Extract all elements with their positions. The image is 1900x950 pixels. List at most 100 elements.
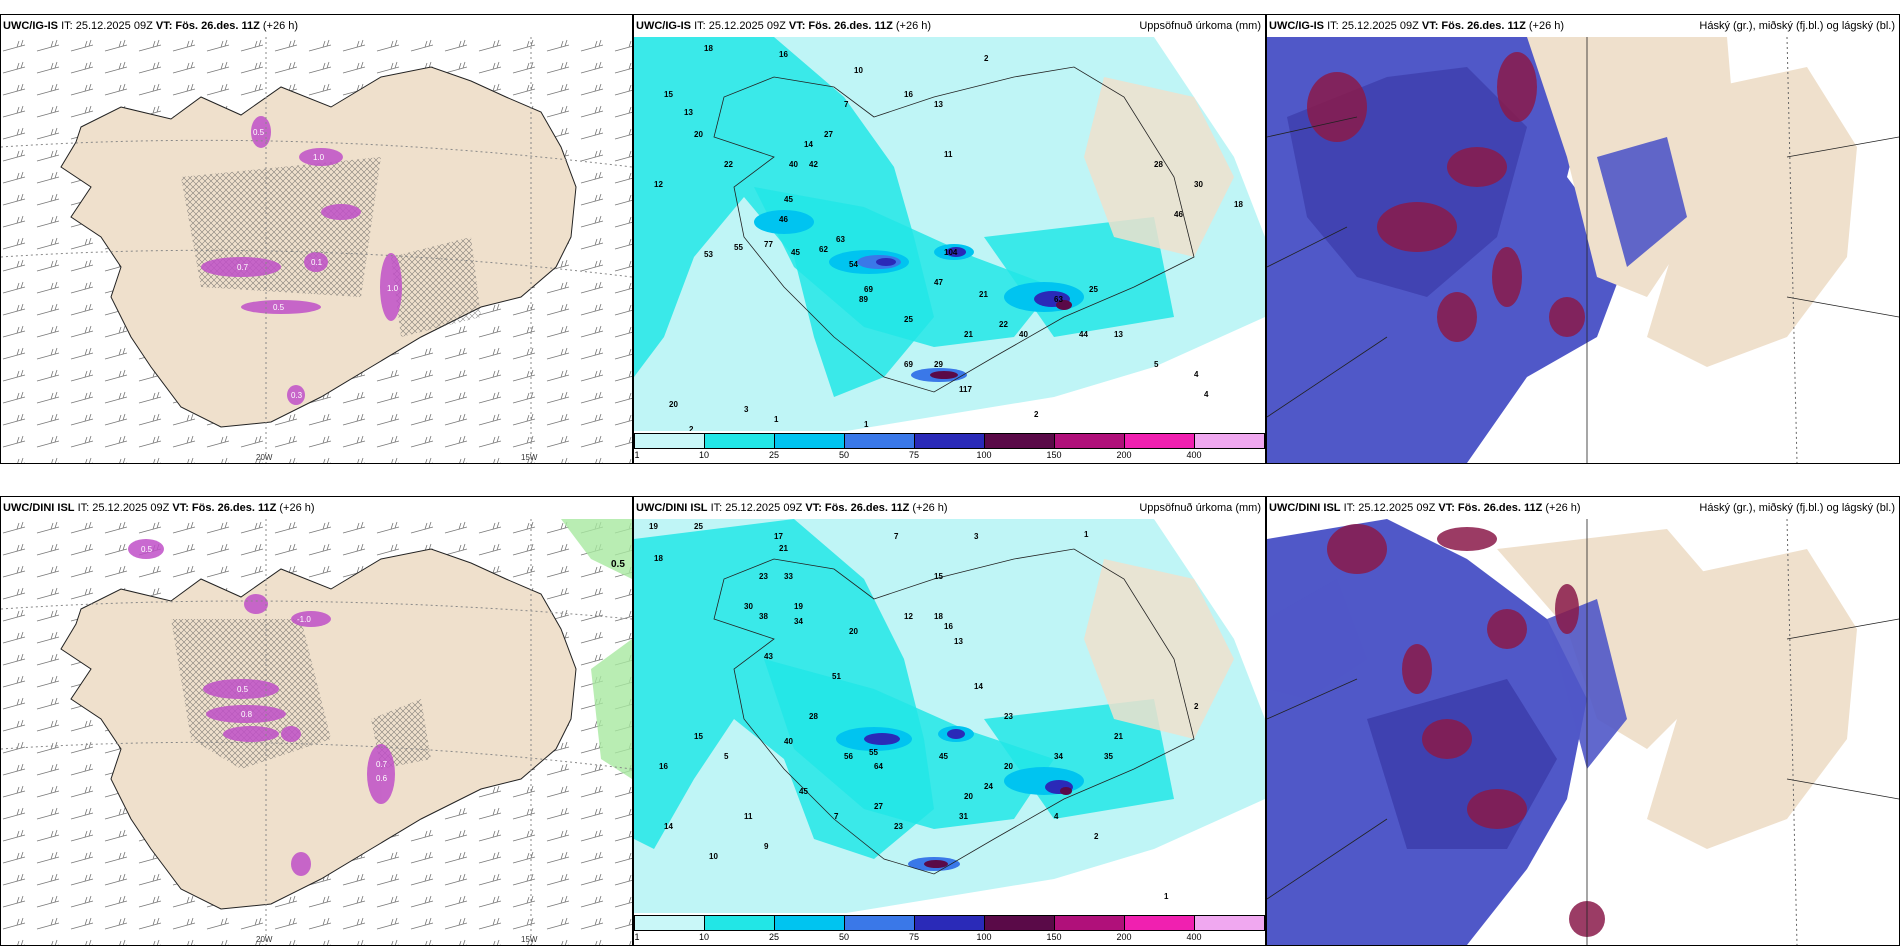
legend-swatch [914,433,985,449]
svg-text:104: 104 [944,248,958,257]
model-name: UWC/IG-IS [3,20,58,32]
svg-text:18: 18 [704,44,713,53]
legend-swatch [1194,433,1265,449]
legend-label: 75 [908,450,920,460]
legend-label: 50 [838,450,850,460]
precip-values: 19 25 17 21 7 3 1 18 23 30 33 19 38 34 4… [649,522,1199,901]
legend-swatch [1124,915,1195,931]
svg-text:64: 64 [874,762,883,771]
map-precipitation: 19 25 17 21 7 3 1 18 23 30 33 19 38 34 4… [634,519,1265,915]
svg-text:18: 18 [934,612,943,621]
graticule-lon [265,37,532,463]
legend-swatch [774,915,845,931]
cloud-low [1597,137,1687,267]
svg-text:13: 13 [684,108,693,117]
lead-time: (+26 h) [912,502,948,514]
svg-text:21: 21 [979,290,988,299]
svg-text:27: 27 [824,130,833,139]
legend-label: 1 [634,932,640,942]
svg-text:-1.0: -1.0 [297,615,311,624]
svg-text:12: 12 [904,612,913,621]
precip-legend: 1 10 25 50 75 100 150 200 400 [634,431,1265,463]
land [1647,67,1857,367]
svg-text:69: 69 [904,360,913,369]
svg-text:31: 31 [959,812,968,821]
svg-text:16: 16 [904,90,913,99]
svg-text:0.5: 0.5 [253,128,265,137]
svg-text:20: 20 [849,627,858,636]
valid-time: VT: Fös. 26.des. 11Z [788,20,893,32]
svg-text:13: 13 [934,100,943,109]
svg-text:11: 11 [744,812,753,821]
overlay-labels: 0.5 -1.0 0.5 0.8 0.7 0.6 [141,545,388,783]
init-time: IT: 25.12.2025 09Z [1343,502,1436,514]
lon-label-20w: 20W [256,453,273,462]
svg-text:63: 63 [836,235,845,244]
legend-swatch [634,915,705,931]
svg-text:25: 25 [904,315,913,324]
panel-header: UWC/DINI ISL IT: 25.12.2025 09Z VT: Fös.… [1,497,632,519]
svg-text:30: 30 [1194,180,1203,189]
svg-text:19: 19 [649,522,658,531]
svg-text:42: 42 [809,160,818,169]
map-canvas: 0.5 1.0 0.7 0.5 0.1 1.0 0.3 [1,37,632,463]
precip-heavy [754,210,1084,382]
lon-label-15w: 15W [521,453,538,462]
legend-swatch [914,915,985,931]
legend-swatch [704,915,775,931]
svg-text:0.5: 0.5 [237,685,249,694]
legend-swatch [634,433,705,449]
svg-text:7: 7 [834,812,839,821]
hatch-region [181,157,381,297]
svg-text:0.6: 0.6 [376,774,388,783]
legend-label: 1 [634,450,640,460]
model-name: UWC/DINI ISL [636,502,708,514]
init-time: IT: 25.12.2025 09Z [710,502,803,514]
svg-text:15: 15 [664,90,673,99]
legend-label: 100 [976,932,992,942]
svg-text:5: 5 [724,752,729,761]
legend-swatch [1194,915,1265,931]
svg-text:12: 12 [654,180,663,189]
svg-text:34: 34 [1054,752,1063,761]
legend-swatch [984,915,1055,931]
legend-label: 150 [1046,932,1062,942]
svg-text:7: 7 [894,532,899,541]
svg-text:22: 22 [999,320,1008,329]
legend-label: 200 [1116,932,1132,942]
svg-text:20: 20 [1004,762,1013,771]
valid-time: VT: Fös. 26.des. 11Z [172,502,277,514]
svg-text:40: 40 [1019,330,1028,339]
svg-text:25: 25 [1089,285,1098,294]
field-title: Uppsöfnuð úrkoma (mm) [1139,502,1261,514]
map-canvas: 18 16 10 2 15 13 20 12 22 14 7 16 13 11 … [634,37,1265,433]
precip-10 [984,699,1174,819]
precip-legend: 1 10 25 50 75 100 150 200 400 [634,913,1265,945]
svg-text:22: 22 [724,160,733,169]
svg-text:16: 16 [659,762,668,771]
coastline [713,548,1195,875]
graticule-lon [265,519,532,945]
legend-swatch [844,915,915,931]
svg-text:56: 56 [844,752,853,761]
svg-text:15: 15 [694,732,703,741]
svg-text:53: 53 [704,250,713,259]
svg-text:0.8: 0.8 [241,710,253,719]
svg-text:0.1: 0.1 [311,258,323,267]
map-canvas [1267,37,1899,463]
legend-label: 10 [698,450,710,460]
svg-text:14: 14 [664,822,673,831]
land-patch [1084,77,1234,257]
panel-surface-top: UWC/IG-IS IT: 25.12.2025 09Z VT: Fös. 26… [0,14,633,464]
legend-label: 10 [698,932,710,942]
legend-label: 25 [768,450,780,460]
svg-text:21: 21 [779,544,788,553]
map-precipitation: 18 16 10 2 15 13 20 12 22 14 7 16 13 11 … [634,37,1265,433]
legend-swatch [1054,433,1125,449]
svg-text:20: 20 [669,400,678,409]
svg-text:19: 19 [794,602,803,611]
legend-swatch [1054,915,1125,931]
panel-header: UWC/IG-IS IT: 25.12.2025 09Z VT: Fös. 26… [1267,15,1899,37]
svg-text:9: 9 [764,842,769,851]
svg-text:35: 35 [1104,752,1113,761]
